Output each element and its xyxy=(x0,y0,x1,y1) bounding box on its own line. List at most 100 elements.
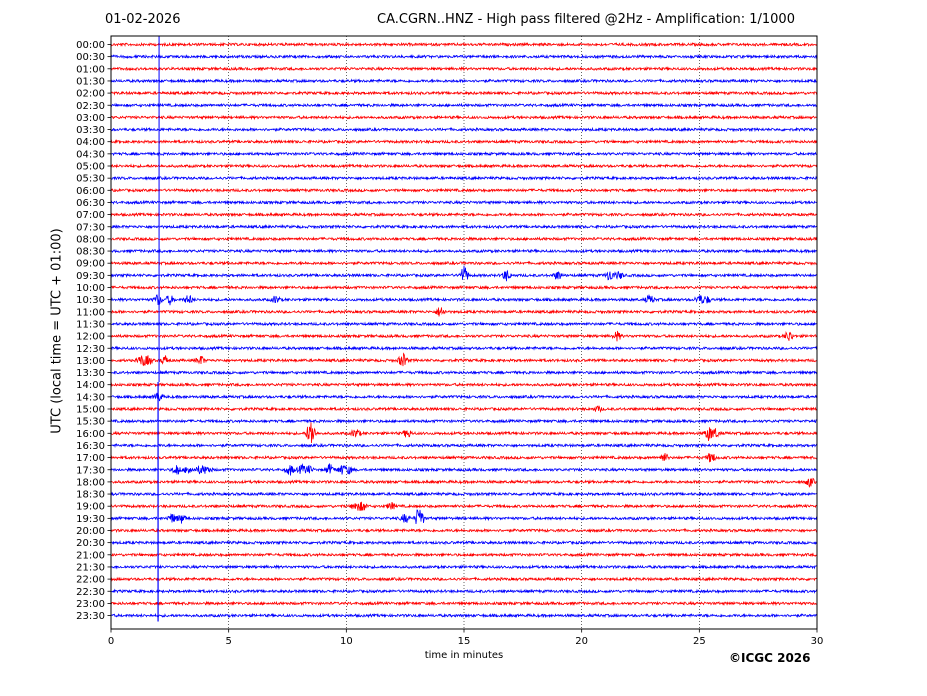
trace-row xyxy=(110,294,818,306)
x-tick-label: 0 xyxy=(108,636,114,647)
trace-row xyxy=(110,564,818,570)
y-tick-label: 20:30 xyxy=(76,538,105,549)
y-tick-label: 00:00 xyxy=(76,40,105,51)
trace-row xyxy=(110,576,818,582)
y-tick-label: 11:30 xyxy=(76,319,105,330)
y-tick-label: 07:00 xyxy=(76,210,105,221)
y-tick-label: 16:30 xyxy=(76,441,105,452)
y-tick-label: 09:30 xyxy=(76,271,105,282)
trace-row xyxy=(110,53,818,60)
y-tick-label: 12:00 xyxy=(76,332,105,343)
trace-row xyxy=(110,187,818,194)
x-tick-label: 10 xyxy=(340,636,353,647)
y-tick-label: 23:00 xyxy=(76,599,105,610)
trace-row xyxy=(110,138,818,145)
y-tick-label: 17:30 xyxy=(76,465,105,476)
trace-row xyxy=(110,527,818,534)
trace-row xyxy=(110,539,818,546)
y-tick-label: 04:30 xyxy=(76,149,105,160)
trace-row xyxy=(110,453,818,463)
trace-row xyxy=(110,477,818,488)
y-tick-label: 00:30 xyxy=(76,52,105,63)
trace-row xyxy=(110,463,818,476)
trace-row xyxy=(110,65,818,72)
y-tick-label: 09:00 xyxy=(76,259,105,270)
trace-row xyxy=(110,405,818,414)
y-tick-label: 23:30 xyxy=(76,611,105,622)
trace-row xyxy=(110,223,818,230)
trace-row xyxy=(110,126,818,133)
y-tick-label: 02:30 xyxy=(76,101,105,112)
trace-row xyxy=(110,422,818,443)
y-tick-label: 22:30 xyxy=(76,587,105,598)
y-tick-label: 04:00 xyxy=(76,137,105,148)
trace-row xyxy=(110,442,818,449)
trace-row xyxy=(110,151,818,157)
grid-lines xyxy=(228,36,700,629)
y-tick-label: 12:30 xyxy=(76,344,105,355)
trace-row xyxy=(110,307,818,317)
y-tick-label: 13:30 xyxy=(76,368,105,379)
trace-row xyxy=(110,284,818,291)
y-tick-label: 15:30 xyxy=(76,417,105,428)
x-tick-label: 25 xyxy=(693,636,706,647)
x-tick-label: 30 xyxy=(811,636,824,647)
x-tick-label: 5 xyxy=(225,636,231,647)
y-tick-label: 06:00 xyxy=(76,186,105,197)
trace-row xyxy=(110,600,818,607)
trace-row xyxy=(110,612,818,619)
y-tick-label: 16:00 xyxy=(76,429,105,440)
chart-title: CA.CGRN..HNZ - High pass filtered @2Hz -… xyxy=(377,12,795,27)
trace-row xyxy=(110,102,818,109)
trace-row xyxy=(110,175,817,181)
x-tick-label: 20 xyxy=(575,636,588,647)
y-tick-label: 19:30 xyxy=(76,514,105,525)
seismic-traces xyxy=(110,35,818,622)
copyright-notice: ©ICGC 2026 xyxy=(729,651,811,665)
y-tick-label: 03:30 xyxy=(76,125,105,136)
y-tick-label: 21:30 xyxy=(76,562,105,573)
y-tick-label: 21:00 xyxy=(76,550,105,561)
trace-row xyxy=(110,491,818,497)
y-tick-label: 18:00 xyxy=(76,477,105,488)
trace-row xyxy=(110,330,818,342)
trace-row xyxy=(110,552,818,558)
y-tick-label: 01:30 xyxy=(76,76,105,87)
y-tick-label: 06:30 xyxy=(76,198,105,209)
y-tick-label: 07:30 xyxy=(76,222,105,233)
trace-row xyxy=(110,41,818,48)
trace-row xyxy=(110,78,818,84)
y-tick-label: 17:00 xyxy=(76,453,105,464)
y-tick-label: 01:00 xyxy=(76,64,105,75)
y-tick-label: 11:00 xyxy=(76,307,105,318)
trace-row xyxy=(110,211,818,218)
y-tick-label: 19:00 xyxy=(76,502,105,513)
trace-row xyxy=(110,265,818,282)
trace-row xyxy=(110,588,818,595)
trace-row xyxy=(110,114,818,121)
y-tick-label: 02:00 xyxy=(76,89,105,100)
trace-row xyxy=(110,260,818,266)
trace-row xyxy=(110,418,818,424)
y-tick-label: 14:30 xyxy=(76,392,105,403)
trace-row xyxy=(110,163,818,169)
trace-row xyxy=(110,501,818,511)
y-tick-label: 22:00 xyxy=(76,575,105,586)
trace-row xyxy=(110,236,818,242)
x-axis-ticks: 0 5 10 15 20 25 30 xyxy=(108,629,824,647)
x-tick-label: 15 xyxy=(458,636,471,647)
trace-row xyxy=(110,392,818,402)
trace-row xyxy=(110,321,818,327)
chart-date: 01-02-2026 xyxy=(105,12,181,27)
y-tick-label: 08:00 xyxy=(76,234,105,245)
y-tick-label: 13:00 xyxy=(76,356,105,367)
y-tick-label: 10:30 xyxy=(76,295,105,306)
x-axis-label: time in minutes xyxy=(424,650,504,661)
y-tick-label: 14:00 xyxy=(76,380,105,391)
y-tick-label: 10:00 xyxy=(76,283,105,294)
trace-row xyxy=(110,509,818,524)
trace-row xyxy=(110,369,818,376)
trace-row xyxy=(110,248,818,254)
